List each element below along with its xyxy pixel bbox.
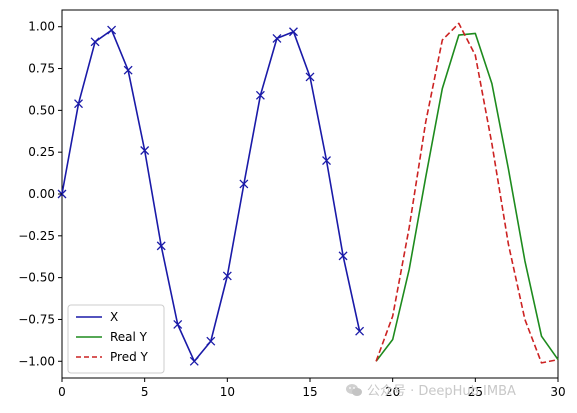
data-point-marker — [338, 251, 348, 261]
y-tick-label: −0.75 — [18, 312, 55, 326]
y-tick-label: 0.25 — [28, 145, 55, 159]
ticks-layer: 0 5 10 15 20 25 30 −1.00 −0.75 −0.50 −0.25 0.00 0.25… — [18, 20, 565, 399]
data-point-marker — [272, 33, 282, 43]
series-layer — [57, 22, 559, 366]
y-tick-label: 0.00 — [28, 187, 55, 201]
y-tick-label: −0.50 — [18, 271, 55, 285]
watermark-text: 公众号 · DeepHub IMBA — [367, 384, 516, 399]
y-tick-label: 1.00 — [28, 20, 55, 34]
data-point-marker — [355, 326, 365, 336]
y-tick-label: 0.75 — [28, 62, 55, 76]
legend-label: Real Y — [110, 330, 148, 344]
x-tick-label: 15 — [302, 385, 317, 399]
data-point-marker — [289, 27, 298, 37]
data-point-marker — [140, 146, 150, 155]
data-point-marker — [206, 336, 216, 346]
series-line-real-y — [375, 32, 559, 362]
data-point-marker — [107, 25, 117, 35]
series-line-pred-y — [375, 22, 559, 364]
data-point-marker — [222, 271, 232, 281]
legend-label: Pred Y — [110, 350, 149, 364]
x-tick-label: 5 — [141, 385, 149, 399]
x-tick-label: 10 — [220, 385, 235, 399]
y-tick-label: 0.50 — [28, 103, 55, 117]
x-tick-label: 25 — [468, 385, 483, 399]
watermark: 公众号 · DeepHub IMBA — [345, 380, 516, 399]
data-point-marker — [123, 65, 133, 75]
x-tick-label: 0 — [58, 385, 66, 399]
x-tick-label: 20 — [385, 385, 400, 399]
legend-label: X — [110, 310, 118, 324]
y-tick-label: −0.25 — [18, 229, 55, 243]
data-point-marker — [156, 241, 166, 251]
data-point-marker — [90, 37, 100, 47]
wechat-icon — [346, 384, 362, 396]
data-point-marker — [189, 356, 199, 366]
data-point-marker — [255, 90, 265, 100]
data-point-marker — [74, 99, 83, 109]
x-tick-label: 30 — [550, 385, 565, 399]
y-tick-label: −1.00 — [18, 354, 55, 368]
legend-box — [67, 304, 165, 374]
legend: X Real Y Pred Y — [67, 304, 165, 374]
data-point-marker — [305, 72, 315, 82]
data-point-marker — [239, 179, 249, 189]
data-point-marker — [173, 320, 183, 329]
data-point-marker — [322, 156, 331, 166]
